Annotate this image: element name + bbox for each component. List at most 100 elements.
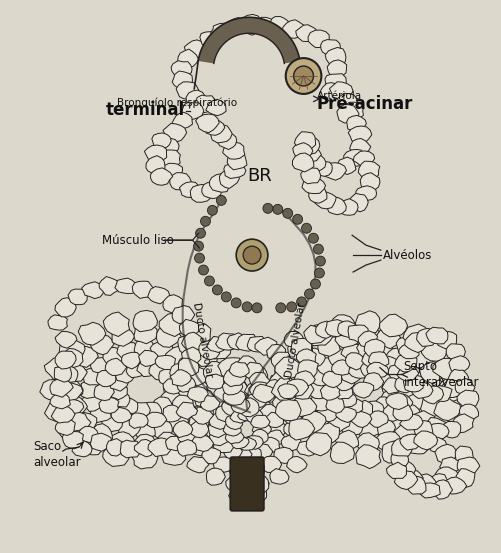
Polygon shape bbox=[173, 421, 193, 437]
Circle shape bbox=[293, 215, 303, 225]
Polygon shape bbox=[222, 142, 245, 159]
Polygon shape bbox=[356, 445, 381, 468]
Polygon shape bbox=[160, 389, 180, 406]
Polygon shape bbox=[349, 194, 368, 212]
Polygon shape bbox=[421, 386, 443, 404]
Polygon shape bbox=[163, 379, 182, 394]
Polygon shape bbox=[227, 367, 245, 382]
Polygon shape bbox=[176, 82, 199, 100]
Polygon shape bbox=[90, 433, 111, 451]
Polygon shape bbox=[63, 348, 83, 367]
Polygon shape bbox=[192, 404, 213, 420]
Polygon shape bbox=[343, 102, 364, 120]
Circle shape bbox=[243, 246, 261, 264]
Polygon shape bbox=[112, 327, 135, 346]
Polygon shape bbox=[190, 184, 211, 202]
Polygon shape bbox=[62, 362, 87, 382]
Polygon shape bbox=[222, 443, 242, 460]
Polygon shape bbox=[96, 371, 116, 387]
Polygon shape bbox=[55, 365, 72, 382]
Polygon shape bbox=[237, 356, 257, 373]
Circle shape bbox=[207, 205, 217, 215]
Polygon shape bbox=[403, 375, 424, 392]
Polygon shape bbox=[90, 334, 114, 354]
Polygon shape bbox=[435, 467, 459, 484]
Polygon shape bbox=[159, 369, 178, 385]
Polygon shape bbox=[336, 157, 356, 174]
Polygon shape bbox=[170, 370, 191, 386]
Polygon shape bbox=[165, 414, 188, 431]
Polygon shape bbox=[59, 418, 83, 440]
Polygon shape bbox=[291, 338, 312, 357]
Polygon shape bbox=[230, 409, 247, 423]
Polygon shape bbox=[80, 380, 101, 398]
Circle shape bbox=[242, 302, 252, 312]
FancyBboxPatch shape bbox=[230, 457, 264, 511]
Polygon shape bbox=[244, 382, 265, 398]
Polygon shape bbox=[351, 411, 372, 427]
Polygon shape bbox=[107, 384, 127, 400]
Polygon shape bbox=[445, 477, 466, 494]
Polygon shape bbox=[185, 393, 207, 410]
Polygon shape bbox=[358, 161, 380, 180]
Polygon shape bbox=[387, 412, 408, 431]
Polygon shape bbox=[301, 146, 322, 162]
Polygon shape bbox=[161, 443, 186, 466]
Text: Músculo liso: Músculo liso bbox=[102, 234, 174, 247]
Polygon shape bbox=[186, 367, 209, 385]
Text: Septo
interalveolar: Septo interalveolar bbox=[404, 360, 479, 389]
Polygon shape bbox=[325, 48, 346, 66]
Circle shape bbox=[236, 239, 268, 271]
Polygon shape bbox=[59, 339, 85, 361]
Polygon shape bbox=[302, 411, 326, 432]
Polygon shape bbox=[145, 413, 167, 427]
Polygon shape bbox=[353, 151, 375, 167]
Polygon shape bbox=[159, 150, 180, 168]
Circle shape bbox=[231, 298, 241, 308]
Circle shape bbox=[198, 265, 208, 275]
Polygon shape bbox=[316, 423, 339, 444]
Polygon shape bbox=[227, 333, 247, 350]
Polygon shape bbox=[273, 395, 294, 411]
Circle shape bbox=[216, 195, 226, 205]
Polygon shape bbox=[178, 357, 200, 375]
Text: Alvéolos: Alvéolos bbox=[383, 249, 432, 262]
Polygon shape bbox=[246, 485, 267, 502]
Polygon shape bbox=[405, 332, 428, 353]
Polygon shape bbox=[134, 339, 155, 358]
Polygon shape bbox=[304, 325, 326, 344]
Polygon shape bbox=[55, 331, 77, 348]
Polygon shape bbox=[293, 153, 314, 172]
Polygon shape bbox=[200, 395, 220, 411]
Polygon shape bbox=[194, 413, 216, 433]
Polygon shape bbox=[341, 343, 363, 361]
Polygon shape bbox=[209, 413, 229, 430]
Polygon shape bbox=[335, 328, 360, 348]
Polygon shape bbox=[382, 381, 404, 397]
Polygon shape bbox=[297, 441, 317, 456]
Polygon shape bbox=[137, 361, 158, 377]
Polygon shape bbox=[266, 430, 286, 445]
Polygon shape bbox=[146, 155, 165, 174]
Polygon shape bbox=[172, 112, 192, 129]
Polygon shape bbox=[165, 436, 184, 451]
Polygon shape bbox=[243, 397, 262, 413]
Polygon shape bbox=[206, 468, 225, 485]
Polygon shape bbox=[376, 329, 401, 349]
Polygon shape bbox=[228, 486, 249, 502]
Polygon shape bbox=[374, 397, 394, 413]
Polygon shape bbox=[205, 374, 224, 389]
Polygon shape bbox=[337, 105, 359, 123]
Polygon shape bbox=[377, 355, 398, 372]
Polygon shape bbox=[99, 276, 119, 295]
Polygon shape bbox=[177, 404, 200, 421]
Polygon shape bbox=[229, 381, 249, 397]
Polygon shape bbox=[386, 393, 408, 410]
Polygon shape bbox=[172, 71, 192, 89]
Polygon shape bbox=[364, 339, 385, 357]
Circle shape bbox=[276, 303, 286, 313]
Polygon shape bbox=[172, 395, 193, 411]
Polygon shape bbox=[218, 358, 245, 379]
Polygon shape bbox=[115, 278, 137, 294]
Polygon shape bbox=[432, 480, 452, 499]
